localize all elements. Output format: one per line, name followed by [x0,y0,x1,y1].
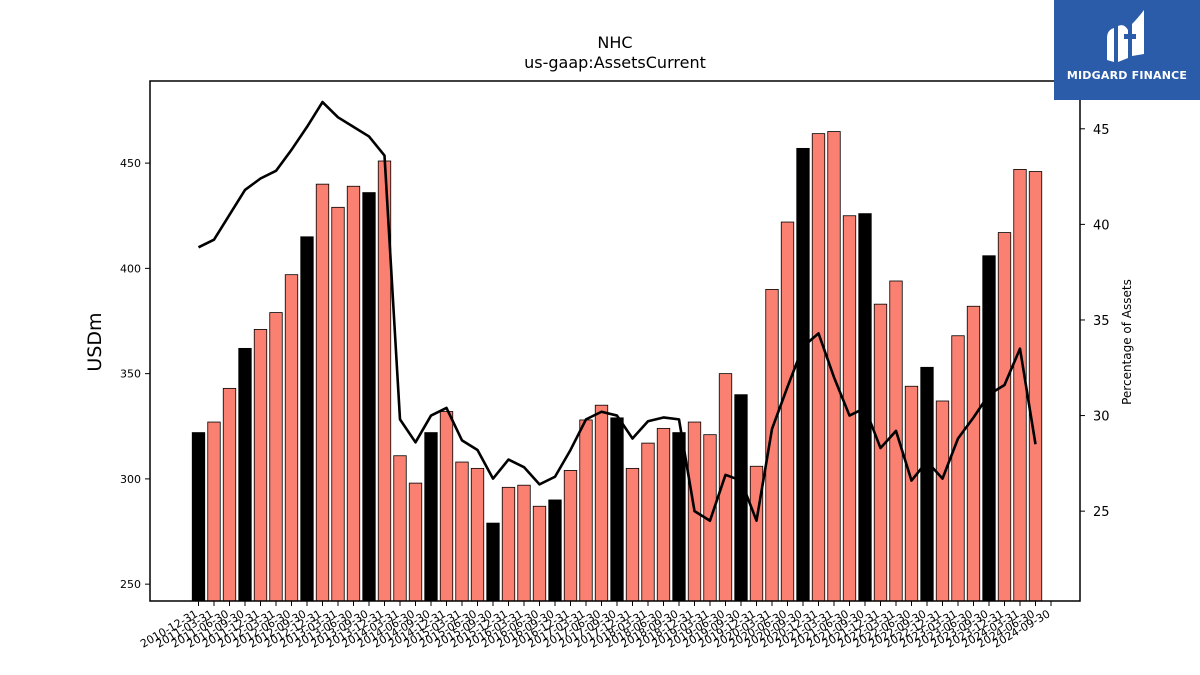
y2-tick-label: 40 [1093,218,1110,233]
y-tick-label: 350 [120,368,141,381]
bar [501,486,516,602]
bar [811,133,826,602]
bar [532,505,547,602]
bar [207,421,221,602]
y2-tick-label: 30 [1093,410,1110,425]
chart-subtitle: us-gaap:AssetsCurrent [524,53,706,72]
chart-title: NHC [597,33,632,52]
y-tick-label: 450 [120,157,141,170]
midgard-finance-logo: MIDGARD FINANCE [1054,0,1200,100]
y-axis-label: USDm [84,312,106,371]
bar [579,419,593,602]
bar [672,432,686,602]
bar [842,215,857,602]
bar [610,417,624,602]
bar [346,185,361,602]
bar [486,522,500,602]
bar [1028,171,1043,602]
bar [563,470,578,602]
bar [935,400,950,602]
bar [982,255,996,602]
bar [734,394,748,602]
axis-ticks: 25030035040045025303540452010-12-312011-… [120,123,1110,651]
bar [625,467,640,602]
bar [315,183,330,602]
bar [253,329,268,602]
bar [393,455,407,602]
line-series [197,100,1037,523]
bar [641,442,655,602]
bar [191,432,206,602]
bar [966,305,981,602]
y2-tick-label: 25 [1093,505,1110,520]
bar [455,461,469,602]
bar [517,484,531,602]
bar-series [191,131,1043,602]
y-tick-label: 400 [120,262,141,275]
bar [470,467,485,602]
y-tick-label: 250 [120,578,141,591]
bar [749,465,764,602]
y2-tick-label: 35 [1093,314,1110,329]
bar [284,274,299,602]
bar [362,192,376,602]
bar [222,387,237,602]
bar [951,335,965,602]
bar [873,303,888,602]
bar [424,432,438,602]
y2-tick-label: 45 [1093,123,1110,138]
bar [920,366,934,602]
logo-text: MIDGARD FINANCE [1066,69,1188,82]
bar [408,482,423,602]
y2-axis-label: Percentage of Assets [1120,279,1134,405]
bar [331,206,345,602]
y-tick-label: 300 [120,473,141,486]
bar [439,411,454,602]
bar [269,312,283,602]
bar [300,236,314,602]
plot-frame [149,80,1081,602]
bar [656,427,671,602]
bar [238,347,252,602]
bar [997,232,1012,602]
bar [780,221,795,602]
logo-mark-icon [1107,10,1144,63]
bar [765,289,779,602]
bar [904,385,919,602]
bar [1013,169,1027,602]
bar [548,499,562,602]
bar [796,147,810,602]
percentage-line [197,100,1037,523]
bar [594,404,609,602]
